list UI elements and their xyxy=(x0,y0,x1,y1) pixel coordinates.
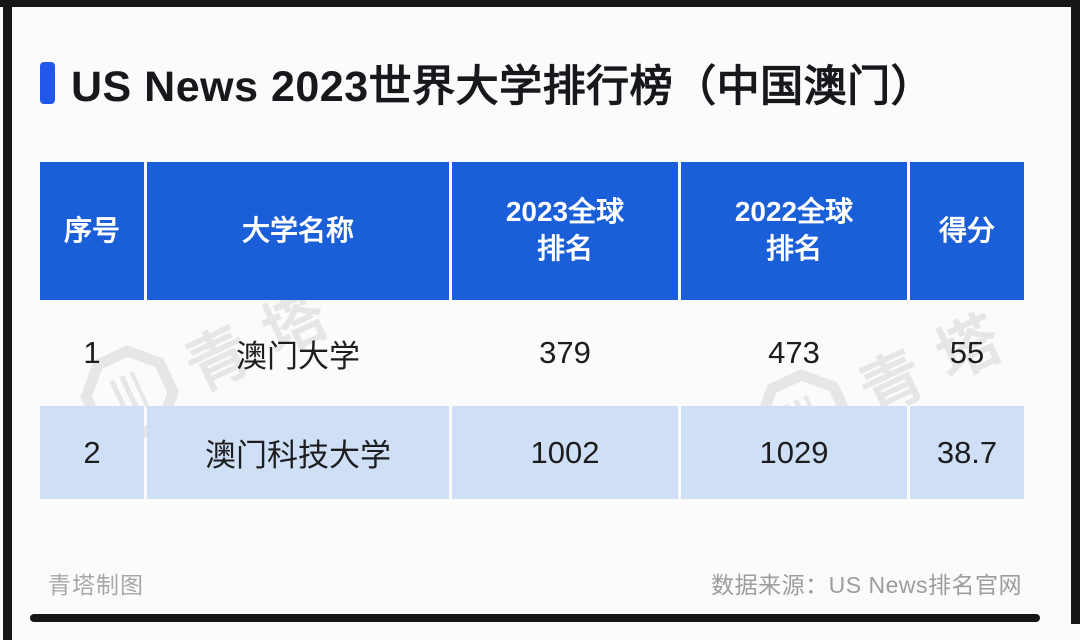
frame-border-left xyxy=(3,0,12,640)
header-cell-index: 序号 xyxy=(40,162,144,300)
header-cell-rank-2022: 2022全球 排名 xyxy=(681,162,907,300)
cell-index: 2 xyxy=(40,406,144,499)
frame-border-bottom xyxy=(30,614,1040,622)
cell-university: 澳门大学 xyxy=(236,338,360,374)
cell-rank-2023: 1002 xyxy=(452,406,678,499)
cell-score: 55 xyxy=(949,335,985,370)
page-title: US News 2023世界大学排行榜（中国澳门） xyxy=(71,63,935,111)
cell-rank-2023: 379 xyxy=(539,335,591,370)
header-cell-rank-2023: 2023全球 排名 xyxy=(452,162,678,300)
table-header-row: 序号 大学名称 2023全球 排名 2022全球 排名 得分 xyxy=(40,162,1024,300)
header-cell-university: 大学名称 xyxy=(147,162,449,300)
data-source-text: 数据来源：US News排名官网 xyxy=(711,572,1022,598)
frame-border-right xyxy=(1071,0,1080,624)
cell-rank-2022: 473 xyxy=(768,335,820,370)
frame-border-top xyxy=(0,0,1080,7)
cell-university: 澳门科技大学 xyxy=(147,406,449,499)
title-accent-bar xyxy=(40,62,55,104)
credit-text: 青塔制图 xyxy=(48,572,144,598)
cell-index: 1 xyxy=(83,335,101,370)
cell-rank-2022: 1029 xyxy=(681,406,907,499)
header-cell-score: 得分 xyxy=(910,162,1024,300)
ranking-table: 序号 大学名称 2023全球 排名 2022全球 排名 得分 1 澳门大学 37… xyxy=(40,162,1024,499)
table-row: 1 澳门大学 379 473 55 xyxy=(40,303,1024,403)
table-row: 2 澳门科技大学 1002 1029 38.7 xyxy=(40,406,1024,499)
title-row: US News 2023世界大学排行榜（中国澳门） xyxy=(40,52,934,114)
cell-score: 38.7 xyxy=(910,406,1024,499)
